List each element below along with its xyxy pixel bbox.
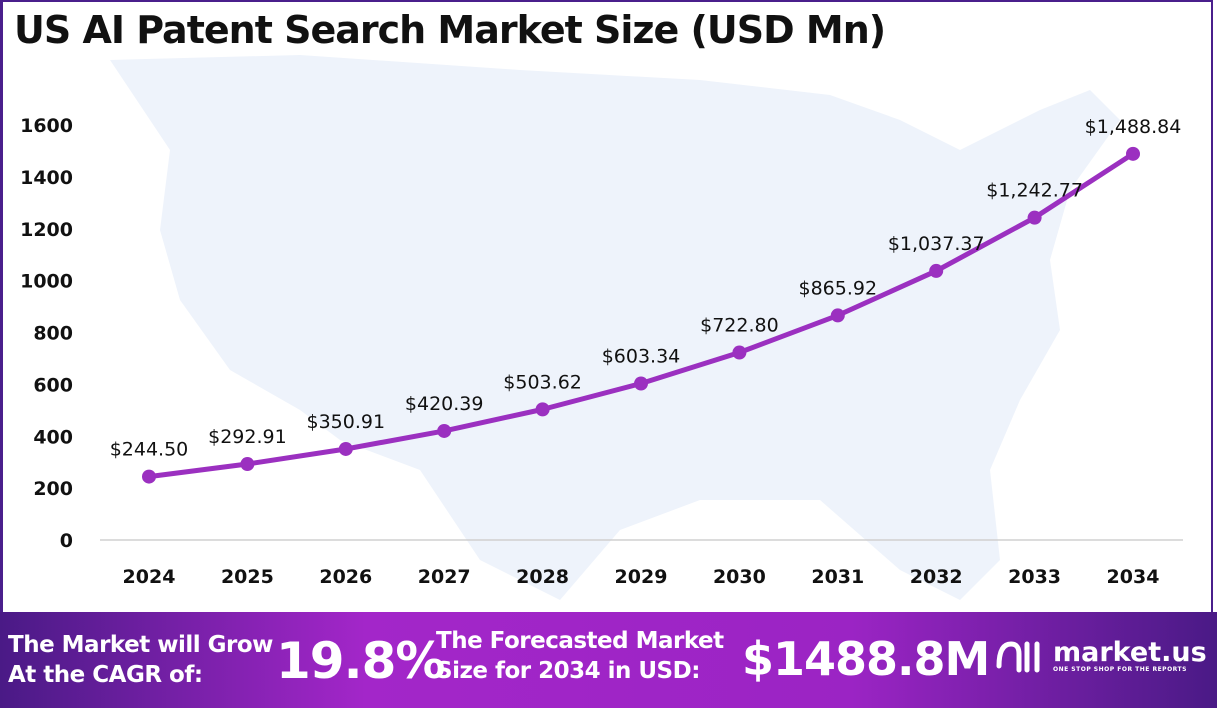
y-tick-label: 1400 [20, 167, 73, 189]
data-label: $722.80 [700, 315, 779, 337]
data-label: $503.62 [503, 371, 582, 393]
data-point [929, 264, 943, 278]
brand-name: market.us [1053, 640, 1207, 666]
data-point [1028, 211, 1042, 225]
line-chart: 0 200 400 600 800 1000 1200 1400 1600 2024 2025 20… [0, 0, 1217, 612]
cagr-label-line1: The Market will Grow [8, 630, 273, 660]
market-us-logo-icon [995, 636, 1045, 676]
data-point [831, 308, 845, 322]
y-tick-label: 200 [33, 478, 73, 500]
cagr-label: The Market will Grow At the CAGR of: [8, 630, 273, 690]
data-label: $1,242.77 [986, 180, 1083, 202]
data-label: $865.92 [799, 277, 878, 299]
forecast-value: $1488.8M [742, 632, 989, 686]
footer-banner: The Market will Grow At the CAGR of: 19.… [0, 612, 1217, 708]
data-label: $244.50 [110, 439, 189, 461]
data-point [536, 402, 550, 416]
us-map-background [110, 55, 1120, 600]
cagr-label-line2: At the CAGR of: [8, 660, 273, 690]
x-tick-label: 2029 [615, 566, 668, 588]
data-point [634, 377, 648, 391]
y-tick-label: 800 [33, 323, 73, 345]
x-tick-label: 2034 [1107, 566, 1160, 588]
y-tick-label: 1000 [20, 271, 73, 293]
x-tick-label: 2027 [418, 566, 471, 588]
y-tick-label: 400 [33, 426, 73, 448]
x-tick-label: 2024 [123, 566, 176, 588]
y-tick-label: 1600 [20, 115, 73, 137]
y-tick-label: 1200 [20, 219, 73, 241]
x-tick-label: 2028 [516, 566, 569, 588]
data-label: $1,037.37 [888, 233, 985, 255]
brand-tagline: ONE STOP SHOP FOR THE REPORTS [1053, 666, 1207, 673]
data-point [732, 346, 746, 360]
x-tick-label: 2030 [713, 566, 766, 588]
data-label: $420.39 [405, 393, 484, 415]
brand-logo: market.us ONE STOP SHOP FOR THE REPORTS [995, 636, 1207, 676]
y-tick-label: 600 [33, 374, 73, 396]
data-label: $1,488.84 [1085, 116, 1182, 138]
data-point [142, 470, 156, 484]
forecast-label-line2: Size for 2034 in USD: [436, 656, 724, 686]
y-tick-label: 0 [60, 530, 73, 552]
x-tick-label: 2026 [319, 566, 372, 588]
forecast-label-line1: The Forecasted Market [436, 626, 724, 656]
data-point [437, 424, 451, 438]
data-point [1126, 147, 1140, 161]
data-point [339, 442, 353, 456]
x-tick-label: 2032 [910, 566, 963, 588]
cagr-value: 19.8% [276, 632, 444, 690]
data-label: $350.91 [307, 411, 386, 433]
x-tick-label: 2033 [1008, 566, 1061, 588]
data-label: $292.91 [208, 426, 287, 448]
data-label: $603.34 [602, 346, 681, 368]
x-tick-label: 2025 [221, 566, 274, 588]
data-point [240, 457, 254, 471]
x-tick-label: 2031 [811, 566, 864, 588]
forecast-label: The Forecasted Market Size for 2034 in U… [436, 626, 724, 686]
